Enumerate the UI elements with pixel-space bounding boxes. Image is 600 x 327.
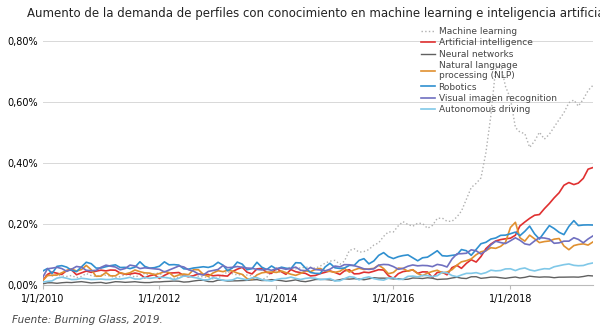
Title: Aumento de la demanda de perfiles con conocimiento en machine learning e intelig: Aumento de la demanda de perfiles con co…	[28, 7, 600, 20]
Line: Robotics: Robotics	[43, 221, 593, 274]
Line: Machine learning: Machine learning	[43, 65, 593, 280]
Line: Autonomous driving: Autonomous driving	[43, 263, 593, 282]
Line: Visual imagen recognition: Visual imagen recognition	[43, 236, 593, 278]
Legend: Machine learning, Artificial intelligence, Neural networks, Natural language
pro: Machine learning, Artificial intelligenc…	[421, 27, 557, 114]
Line: Artificial intelligence: Artificial intelligence	[43, 167, 593, 281]
Line: Neural networks: Neural networks	[43, 276, 593, 284]
Line: Natural language
processing (NLP): Natural language processing (NLP)	[43, 222, 593, 281]
Text: Fuente: Burning Glass, 2019.: Fuente: Burning Glass, 2019.	[12, 315, 163, 325]
